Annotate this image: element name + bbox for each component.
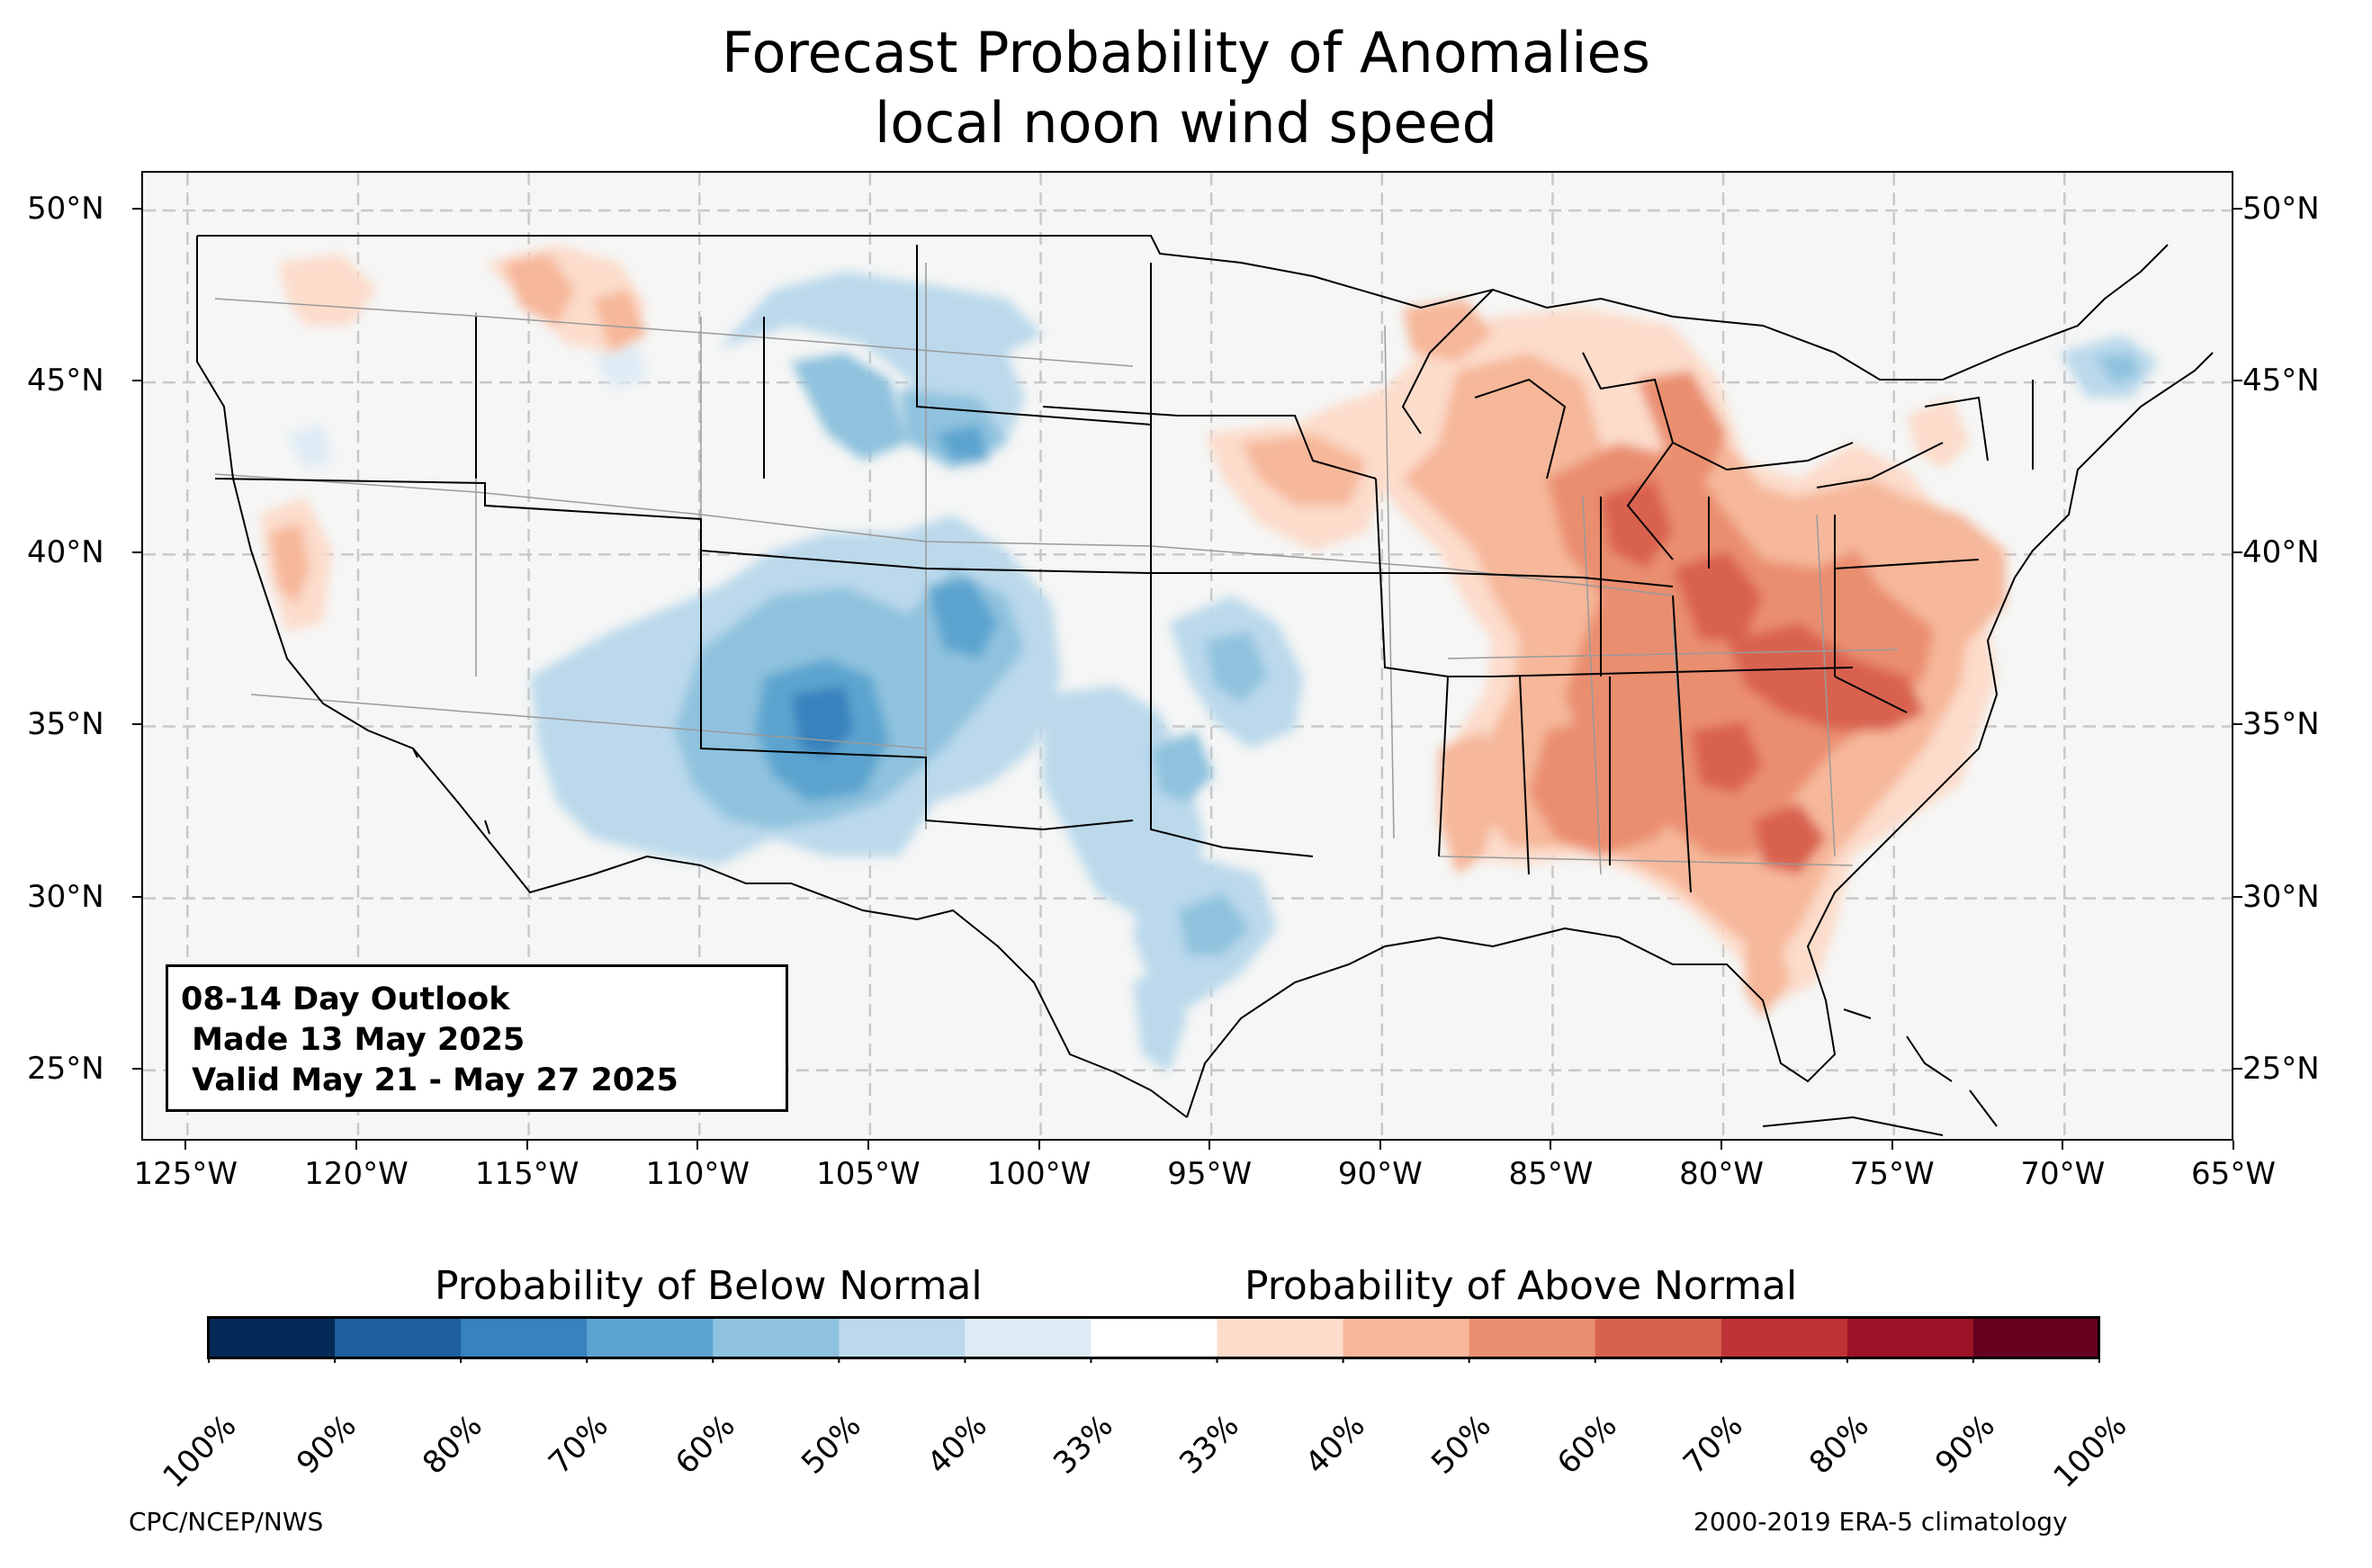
colorbar-tick-label: 90% [1928, 1408, 2003, 1482]
latitude-tick [2233, 380, 2242, 382]
latitude-label-left: 45°N [27, 363, 104, 399]
colorbar-segment [965, 1318, 1092, 1357]
colorbar-segment [1846, 1318, 1974, 1357]
probability-colorbar [207, 1316, 2100, 1363]
latitude-tick [2233, 551, 2242, 554]
longitude-tick [1550, 1141, 1552, 1150]
colorbar-segment [209, 1318, 336, 1357]
colorbar-segment [461, 1318, 588, 1357]
latitude-tick [2233, 723, 2242, 726]
longitude-tick [696, 1141, 699, 1150]
colorbar-segment [587, 1318, 714, 1357]
longitude-label: 65°W [2191, 1156, 2276, 1192]
latitude-label-left: 35°N [27, 706, 104, 743]
latitude-tick [132, 551, 141, 554]
longitude-tick [526, 1141, 528, 1150]
longitude-tick [1208, 1141, 1211, 1150]
colorbar-tick-label: 100% [2046, 1408, 2134, 1496]
latitude-label-left: 30°N [27, 878, 104, 915]
colorbar-tick-label: 50% [794, 1408, 868, 1482]
latitude-label-left: 40°N [27, 534, 104, 571]
longitude-label: 100°W [986, 1156, 1092, 1192]
outlook-period: 08-14 Day Outlook [181, 981, 510, 1017]
colorbar-tick-label: 60% [1550, 1408, 1624, 1482]
outlook-info-box: 08-14 Day Outlook Made 13 May 2025 Valid… [166, 964, 788, 1112]
colorbar-tick-label: 90% [290, 1408, 364, 1482]
latitude-label-right: 40°N [2242, 534, 2320, 571]
longitude-label: 125°W [133, 1156, 238, 1192]
latitude-label-right: 30°N [2242, 878, 2320, 915]
colorbar-tick-label: 33% [1046, 1408, 1120, 1482]
colorbar-tick-label: 40% [920, 1408, 994, 1482]
longitude-tick [1379, 1141, 1381, 1150]
latitude-tick [2233, 1067, 2242, 1070]
latitude-tick [132, 895, 141, 898]
longitude-label: 80°W [1679, 1156, 1765, 1192]
longitude-label: 115°W [474, 1156, 580, 1192]
latitude-tick [132, 723, 141, 726]
longitude-tick [355, 1141, 357, 1150]
latitude-tick [132, 208, 141, 211]
longitude-label: 85°W [1508, 1156, 1594, 1192]
colorbar-tick-label: 80% [1802, 1408, 1877, 1482]
colorbar-segment [1343, 1318, 1470, 1357]
longitude-label: 110°W [645, 1156, 750, 1192]
longitude-tick [1891, 1141, 1893, 1150]
colorbar-tick-label: 80% [416, 1408, 490, 1482]
colorbar-tick-label: 40% [1298, 1408, 1372, 1482]
outlook-valid-range: Valid May 21 - May 27 2025 [181, 1062, 678, 1098]
longitude-tick [2233, 1141, 2234, 1150]
colorbar-segment [1721, 1318, 1848, 1357]
colorbar-border [207, 1316, 2100, 1359]
latitude-tick [132, 1067, 141, 1070]
outlook-made-date: Made 13 May 2025 [181, 1022, 526, 1058]
longitude-label: 105°W [816, 1156, 921, 1192]
islands [412, 748, 1998, 1136]
longitude-label: 90°W [1337, 1156, 1423, 1192]
longitude-label: 95°W [1167, 1156, 1253, 1192]
latitude-label-right: 35°N [2242, 706, 2320, 743]
colorbar-segment [1972, 1318, 2100, 1357]
climatology-note: 2000-2019 ERA-5 climatology [1694, 1507, 2068, 1537]
longitude-tick [1721, 1141, 1723, 1150]
source-credit: CPC/NCEP/NWS [129, 1507, 324, 1537]
colorbar-segment [839, 1318, 966, 1357]
longitude-tick [1038, 1141, 1040, 1150]
colorbar-tick-label: 50% [1424, 1408, 1498, 1482]
legend-below-normal-title: Probability of Below Normal [435, 1263, 983, 1309]
longitude-tick [2062, 1141, 2064, 1150]
latitude-label-left: 50°N [27, 191, 104, 228]
longitude-tick [184, 1141, 187, 1150]
colorbar-segment [1469, 1318, 1596, 1357]
latitude-tick [2233, 208, 2242, 211]
latitude-label-right: 25°N [2242, 1050, 2320, 1087]
colorbar-segment [1091, 1318, 1218, 1357]
colorbar-segment [713, 1318, 840, 1357]
legend-above-normal-title: Probability of Above Normal [1244, 1263, 1798, 1309]
longitude-label: 70°W [2020, 1156, 2106, 1192]
latitude-label-right: 45°N [2242, 363, 2320, 399]
latitude-label-right: 50°N [2242, 191, 2320, 228]
colorbar-tick-label: 70% [1676, 1408, 1750, 1482]
longitude-tick [867, 1141, 869, 1150]
map-title-line2: local noon wind speed [875, 90, 1497, 156]
colorbar-tick-label: 100% [156, 1408, 244, 1496]
country-borders [196, 235, 2214, 1118]
latitude-tick [2233, 895, 2242, 898]
colorbar-segment [1595, 1318, 1722, 1357]
colorbar-segment [335, 1318, 462, 1357]
colorbar-tick-label: 70% [542, 1408, 616, 1482]
map-title-line1: Forecast Probability of Anomalies [722, 20, 1650, 85]
longitude-label: 75°W [1849, 1156, 1935, 1192]
latitude-tick [132, 380, 141, 382]
colorbar-segment [1217, 1318, 1344, 1357]
colorbar-tick-label: 60% [668, 1408, 742, 1482]
latitude-label-left: 25°N [27, 1050, 104, 1087]
longitude-label: 120°W [304, 1156, 409, 1192]
above-normal-shading [260, 245, 2006, 1018]
colorbar-tick-label: 33% [1172, 1408, 1246, 1482]
